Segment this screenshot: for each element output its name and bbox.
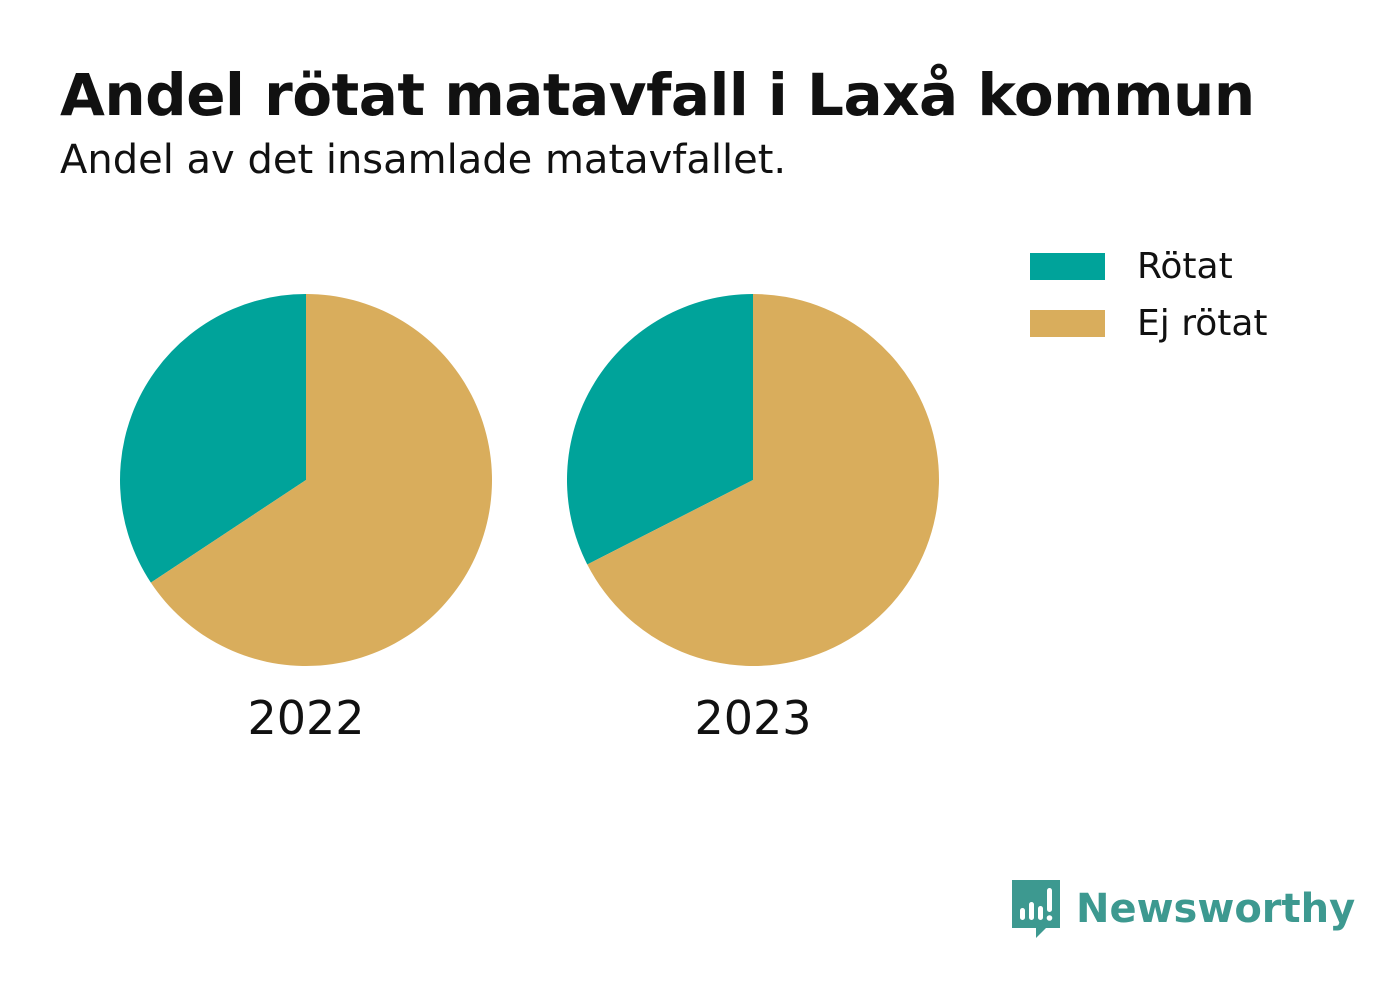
legend-label-ej-rotat: Ej rötat — [1137, 302, 1268, 344]
slice-rotat-2022 — [119, 294, 307, 583]
bar-chart-bubble-icon — [1012, 880, 1060, 938]
legend-swatch-rotat — [1030, 253, 1105, 280]
legend-label-rotat: Rötat — [1137, 245, 1233, 287]
legend: Rötat Ej rötat — [1030, 238, 1268, 352]
pie-charts: 2022 2023 — [119, 294, 939, 745]
slice-ej-rotat-2022 — [150, 294, 493, 666]
pie-label-2022: 2022 — [247, 691, 364, 745]
slice-rotat-2023 — [566, 294, 753, 565]
pie-label-2023: 2023 — [694, 691, 811, 745]
newsworthy-logo: Newsworthy — [1010, 878, 1355, 940]
legend-item-ej-rotat: Ej rötat — [1030, 295, 1268, 352]
logo-text: Newsworthy — [1076, 886, 1356, 932]
legend-item-rotat: Rötat — [1030, 238, 1268, 295]
slice-ej-rotat-2023 — [587, 294, 939, 666]
legend-swatch-ej-rotat — [1030, 310, 1105, 337]
chart-subtitle: Andel av det insamlade matavfallet. — [60, 137, 787, 183]
chart-title: Andel rötat matavfall i Laxå kommun — [60, 61, 1255, 129]
